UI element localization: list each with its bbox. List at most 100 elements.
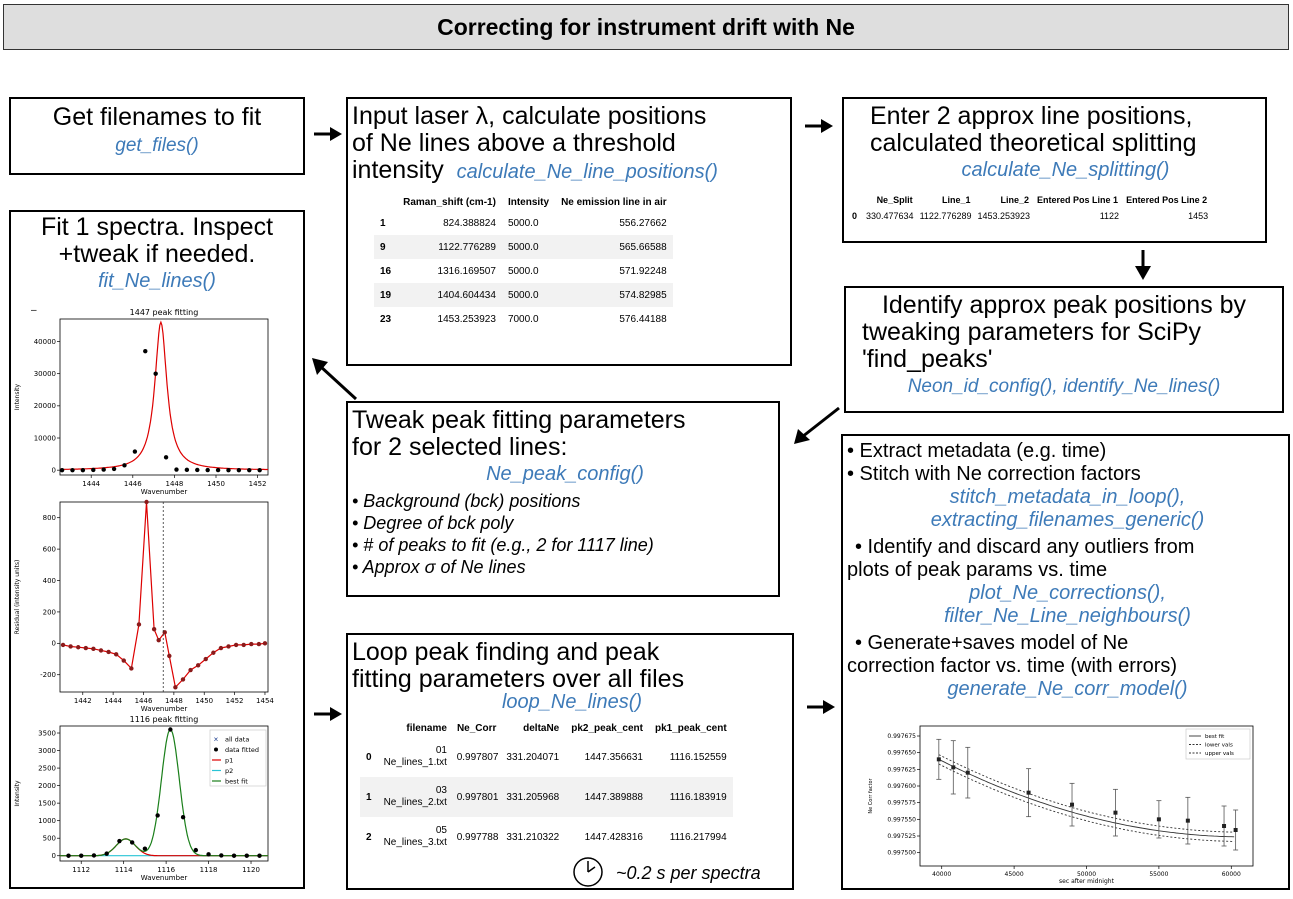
- table-header: Entered Pos Line 2: [1126, 195, 1208, 205]
- loop-table: filename Ne_Corr deltaNe pk2_peak_cent p…: [360, 720, 733, 857]
- legend-label: best fit: [1205, 734, 1225, 740]
- data-point: [180, 814, 186, 820]
- data-point: [122, 463, 127, 468]
- plot-frame: [59, 318, 269, 476]
- table-header: Raman_shift (cm-1): [403, 197, 496, 208]
- tweak-func: Ne_peak_config(): [486, 463, 644, 485]
- table-row: 0 330.477634 1122.776289 1453.253923 112…: [846, 208, 1211, 224]
- tweak-box: Tweak peak fitting parameters for 2 sele…: [346, 401, 780, 597]
- identify-text-3: 'find_peaks': [862, 345, 993, 373]
- data-point: [965, 770, 970, 775]
- y-tick-label: 30000: [34, 370, 56, 378]
- data-point: [163, 455, 169, 460]
- x-tick-label: 1446: [135, 697, 153, 705]
- table-header: deltaNe: [523, 723, 560, 734]
- p1-line: [60, 838, 268, 857]
- metadata-bullet-3a: • Identify and discard any outliers from: [855, 536, 1195, 558]
- metadata-func-2b: extracting_filenames_generic(): [930, 509, 1205, 531]
- residual-point: [241, 642, 246, 648]
- table-header: pk2_peak_cent: [571, 723, 643, 734]
- legend-label: best fit: [225, 778, 248, 786]
- residual-point: [113, 652, 119, 657]
- table-row: 23 1453.253923 7000.0 576.44188: [374, 307, 673, 331]
- line-positions-text-3: intensity: [352, 156, 444, 184]
- data-point: [1233, 828, 1238, 832]
- y-tick-label: -200: [40, 671, 56, 679]
- table-header: pk1_peak_cent: [654, 723, 727, 734]
- tweak-text-2: for 2 selected lines:: [352, 433, 568, 461]
- residual-point: [203, 656, 208, 662]
- splitting-text-1: Enter 2 approx line positions,: [870, 102, 1193, 130]
- residual-line: [62, 501, 266, 689]
- table-header: Line_1: [941, 195, 971, 205]
- y-tick-label: 3000: [38, 747, 56, 755]
- line-positions-box: Input laser λ, calculate positions of Ne…: [346, 97, 792, 366]
- table-cell: 0.997801: [452, 777, 501, 817]
- residual-point: [98, 648, 104, 653]
- residual-point: [156, 637, 161, 643]
- residual-point: [262, 641, 268, 646]
- data-point: [1113, 810, 1118, 815]
- residual-point: [256, 641, 262, 647]
- metadata-box: • Extract metadata (e.g. time) • Stitch …: [841, 434, 1290, 890]
- y-tick-label: 0.997500: [887, 850, 916, 857]
- x-tick-label: 1454: [256, 697, 274, 705]
- data-point: [79, 853, 84, 858]
- table-cell: 1453: [1188, 211, 1209, 221]
- metadata-bullet-3b: plots of peak params vs. time: [847, 559, 1108, 581]
- plot-title: 1116 peak fitting: [130, 715, 199, 724]
- residual-point: [83, 645, 89, 651]
- y-tick-label: 200: [43, 608, 56, 616]
- fit-func: fit_Ne_lines(): [98, 270, 216, 292]
- data-point: [231, 853, 237, 858]
- data-point: [111, 466, 117, 472]
- loop-func: loop_Ne_lines(): [501, 691, 643, 713]
- x-tick-label: 1120: [242, 866, 260, 874]
- residual-point: [106, 649, 111, 655]
- table-cell: 1122: [1099, 211, 1120, 221]
- tweak-bullet: • Degree of bck poly: [352, 513, 514, 533]
- data-point: [1026, 790, 1031, 795]
- loop-text-1: Loop peak finding and peak: [352, 638, 660, 666]
- data-point: [142, 846, 148, 851]
- fit-text-1: Fit 1 spectra. Inspect: [40, 213, 274, 241]
- metadata-func-3a: plot_Ne_corrections(),: [969, 582, 1166, 604]
- data-point: [66, 853, 71, 858]
- table-cell: 565.66588: [555, 235, 673, 259]
- peak-1116-plot: 1112 1114 1116 1118 1120 0 500 1000 1500 2000 2500…: [14, 715, 269, 882]
- y-tick-label: 0.997625: [887, 766, 916, 773]
- table-cell: 1: [360, 777, 378, 817]
- fit-box: Fit 1 spectra. Inspect +tweak if needed.…: [9, 210, 305, 889]
- residual-point: [91, 646, 96, 652]
- best-fit-line: [938, 758, 1235, 838]
- data-point: [155, 813, 160, 818]
- table-cell: 1316.169507: [437, 265, 496, 277]
- y-tick-label: 3500: [38, 729, 56, 737]
- plot-title: 1447 peak fitting: [130, 308, 199, 317]
- x-tick-label: 1448: [165, 697, 183, 705]
- table-header: Intensity: [507, 197, 550, 208]
- legend-box: [1185, 728, 1251, 760]
- metadata-func-4: generate_Ne_corr_model(): [947, 678, 1188, 700]
- residual-point: [195, 663, 201, 668]
- loop-text-2: fitting parameters over all files: [352, 665, 685, 693]
- tweak-bullet: • Approx σ of Ne lines: [352, 557, 526, 577]
- upper-vals-line: [938, 754, 1235, 833]
- data-point: [195, 467, 200, 473]
- table-cell: 1447.356631: [584, 751, 643, 763]
- ne-corr-model-plot: 40000 45000 50000 55000 60000 0.997500 0.99752…: [868, 725, 1254, 885]
- residual-point: [151, 626, 157, 632]
- table-header: Ne emission line in air: [561, 197, 667, 208]
- residual-point: [180, 677, 186, 682]
- splitting-func: calculate_Ne_splitting(): [961, 159, 1170, 181]
- residual-point: [162, 630, 167, 635]
- y-tick-label: 800: [43, 514, 56, 522]
- table-header: [360, 720, 378, 737]
- plot-frame: [59, 725, 269, 862]
- y-tick-label: 0.997600: [887, 783, 916, 790]
- data-point: [80, 467, 86, 473]
- data-point: [244, 853, 249, 858]
- y-tick-label: 1500: [38, 799, 56, 807]
- data-point: [236, 467, 242, 473]
- fit-line: [60, 320, 268, 471]
